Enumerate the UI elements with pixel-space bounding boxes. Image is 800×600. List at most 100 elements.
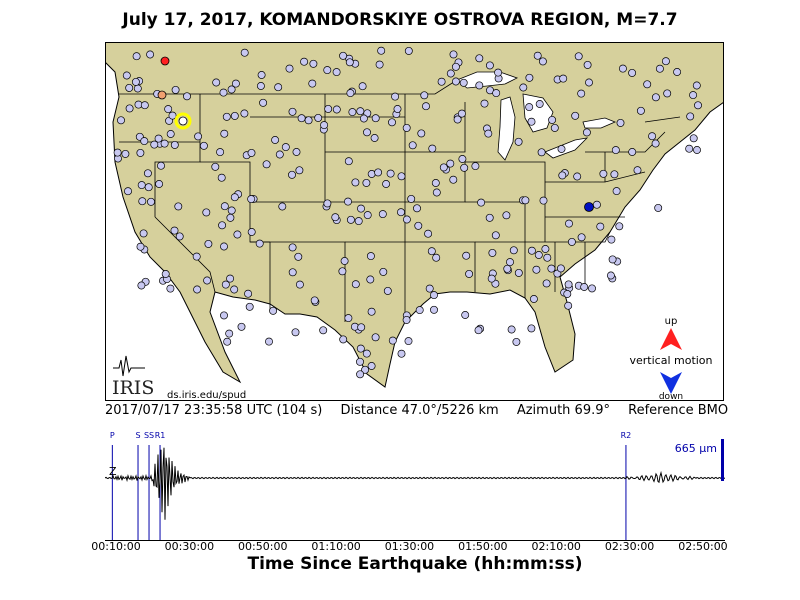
station-marker [651,139,660,148]
station-marker [643,80,652,89]
station-marker [304,116,313,125]
station-marker [417,129,426,138]
station-marker [550,123,559,132]
station-marker [271,136,280,144]
station-marker [437,77,446,86]
station-marker [386,169,395,178]
station-marker [432,253,441,262]
station-marker [608,255,617,264]
station-marker [577,89,586,98]
station-marker [606,271,615,280]
station-marker [164,105,173,114]
station-marker [175,232,184,241]
station-marker [137,281,146,290]
station-marker [339,335,348,344]
station-marker [354,217,363,226]
station-marker [415,306,424,315]
station-marker [344,314,353,323]
station-marker [564,301,573,310]
station-marker [320,121,329,130]
station-marker [132,52,141,61]
station-marker [628,148,637,156]
station-marker [226,213,235,222]
station-marker [474,326,483,335]
station-marker [370,134,379,142]
station-marker [535,100,544,108]
station-marker [362,178,371,187]
station-marker [356,370,365,379]
station-marker [685,144,694,153]
station-marker [171,85,180,94]
station-marker [583,60,592,69]
station-marker [488,248,497,257]
up-motion-station [160,56,170,66]
station-marker [231,79,240,88]
station-marker [693,146,701,154]
station-marker [220,129,229,138]
station-marker [332,68,341,77]
station-marker [525,73,534,82]
time-tick-label: 02:50:00 [678,540,728,553]
station-marker [113,148,122,157]
land-area [105,42,724,388]
station-marker [331,213,340,222]
station-marker [527,117,536,126]
station-marker [378,210,387,219]
map-credit: ds.iris.edu/spud [167,390,246,401]
station-marker [245,302,254,311]
station-marker [259,98,268,107]
station-marker [388,336,397,345]
station-marker [204,239,213,248]
station-marker [366,275,375,284]
station-marker [147,197,155,206]
station-marker [220,202,229,211]
station-marker [309,59,318,68]
station-marker [596,222,605,231]
station-marker [240,48,249,57]
station-marker [611,146,620,155]
station-marker [300,57,309,66]
station-marker [397,208,405,217]
event-info: 2017/07/17 23:35:58 UTC (104 s) Distance… [105,403,728,418]
station-marker [131,77,140,86]
station-marker [430,305,438,314]
station-marker [346,215,355,224]
station-marker [446,159,455,168]
station-marker [548,115,557,124]
station-marker [557,145,566,153]
station-marker [193,285,202,294]
station-marker [140,137,149,146]
station-marker [247,195,256,204]
station-marker [203,276,212,285]
station-marker [654,203,663,212]
station-marker [374,168,383,177]
station-marker [143,169,152,178]
station-marker [323,66,332,75]
station-marker [382,180,391,188]
station-marker [377,46,386,55]
station-marker [226,274,235,283]
station-marker [431,179,440,187]
station-marker [487,274,496,283]
station-marker [144,183,153,192]
station-marker [269,306,278,315]
legend-down-label: down [659,392,683,401]
station-marker [324,104,333,113]
station-marker [212,78,221,87]
time-tick-label: 01:30:00 [384,540,435,553]
station-marker [244,289,253,298]
station-marker [432,188,441,197]
station-marker [453,115,462,124]
down-motion-station [584,202,594,212]
station-marker [356,357,364,366]
station-marker [375,60,384,69]
reference-station-ring [174,112,192,130]
station-marker [514,268,523,277]
station-marker [588,284,596,293]
station-marker [563,290,572,298]
station-marker [425,284,434,293]
station-marker [220,311,228,320]
station-marker [661,57,670,66]
station-marker [221,280,230,289]
station-marker [599,169,608,178]
